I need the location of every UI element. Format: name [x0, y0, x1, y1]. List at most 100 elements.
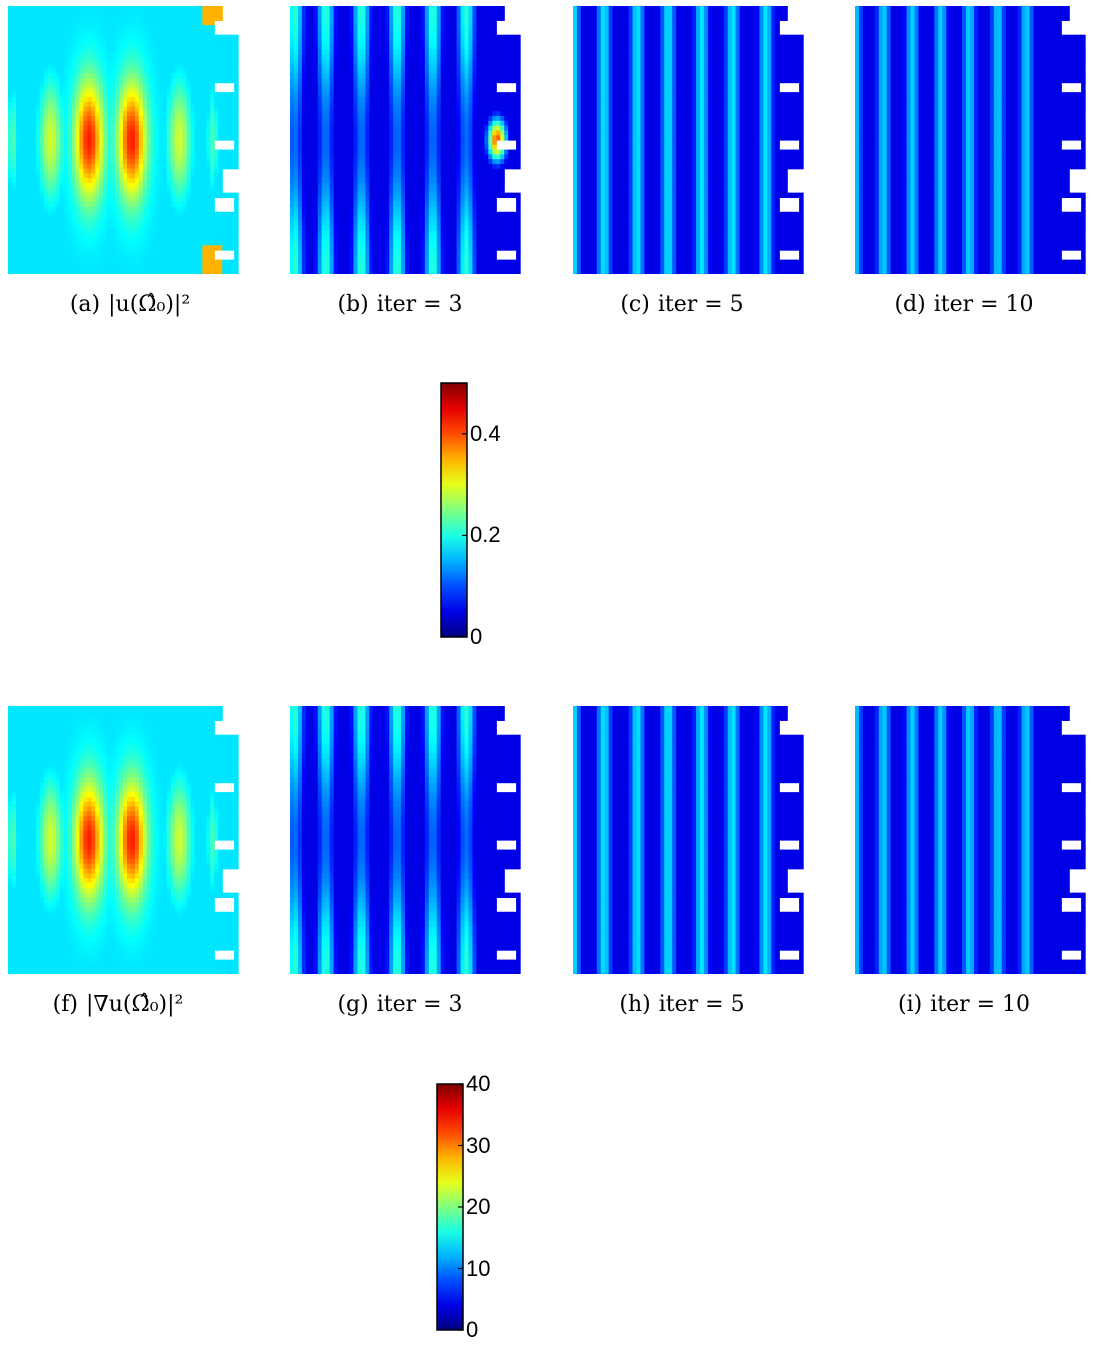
heatmap-cell — [23, 221, 29, 227]
heatmap-cell — [194, 245, 199, 251]
heatmap-cell — [381, 10, 386, 17]
heatmap-cell — [230, 116, 235, 122]
heatmap-cell — [27, 58, 33, 65]
heatmap-cell — [301, 140, 307, 146]
heatmap-cell — [174, 230, 180, 237]
heatmap-cell — [31, 135, 37, 141]
heatmap-cell — [468, 73, 474, 79]
heatmap-cell — [91, 39, 96, 45]
heatmap-cell — [214, 259, 219, 266]
heatmap-cell — [365, 106, 370, 112]
heatmap-cell — [170, 168, 176, 175]
heatmap-cell — [290, 154, 295, 160]
heatmap-cell — [99, 149, 104, 155]
heatmap-cell — [468, 106, 474, 112]
heatmap-cell — [496, 6, 501, 12]
heatmap-cell — [488, 15, 493, 21]
heatmap-cell — [99, 240, 104, 246]
heatmap-cell — [349, 92, 355, 98]
heatmap-cell — [83, 82, 88, 88]
heatmap-cell — [178, 135, 184, 141]
heatmap-cell — [138, 73, 144, 79]
heatmap-cell — [357, 68, 362, 74]
heatmap-cell — [103, 221, 108, 227]
heatmap-cell — [214, 211, 219, 218]
heatmap-cell — [357, 96, 362, 103]
heatmap-cell — [405, 73, 410, 79]
heatmap-cell — [35, 168, 41, 175]
heatmap-cell — [357, 6, 362, 12]
heatmap-cell — [59, 235, 65, 242]
heatmap-cell — [158, 96, 164, 103]
heatmap-cell — [95, 163, 100, 170]
heatmap-cell — [337, 130, 343, 136]
heatmap-cell — [416, 73, 422, 79]
heatmap-cell — [134, 10, 140, 17]
heatmap-cell — [11, 250, 17, 256]
heatmap-cell — [516, 106, 521, 112]
heatmap-cell — [472, 111, 478, 117]
heatmap-cell — [416, 15, 422, 21]
heatmap-cell — [353, 73, 359, 79]
heatmap-cell — [103, 53, 108, 60]
heatmap-cell — [23, 163, 29, 170]
heatmap-cell — [103, 39, 108, 45]
heatmap-cell — [75, 135, 80, 141]
heatmap-cell — [15, 25, 21, 31]
heatmap-cell — [142, 68, 148, 74]
heatmap-cell — [150, 58, 156, 65]
heatmap-cell — [198, 211, 203, 218]
heatmap-cell — [440, 73, 446, 79]
heatmap-cell — [162, 53, 168, 60]
heatmap-cell — [146, 154, 152, 160]
heatmap-cell — [39, 96, 45, 103]
heatmap-cell — [186, 120, 192, 127]
heatmap-cell — [75, 6, 80, 12]
heatmap-cell — [337, 96, 343, 103]
heatmap-cell — [389, 63, 394, 69]
heatmap-cell — [305, 77, 311, 84]
heatmap-cell — [79, 77, 84, 84]
heatmap-cell — [293, 82, 299, 88]
heatmap-cell — [214, 53, 219, 60]
heatmap-cell — [337, 29, 343, 36]
heatmap-cell — [166, 87, 172, 93]
heatmap-cell — [75, 235, 80, 242]
heatmap-cell — [23, 216, 29, 222]
heatmap-cell — [317, 87, 323, 93]
heatmap-cell — [154, 29, 160, 36]
heatmap-cell — [35, 101, 41, 108]
heatmap-cell — [79, 211, 84, 218]
heatmap-cell — [27, 44, 33, 50]
heatmap-cell — [83, 144, 88, 151]
heatmap-cell — [222, 211, 227, 218]
heatmap-cell — [134, 39, 140, 45]
heatmap-cell — [476, 77, 481, 84]
heatmap-cell — [341, 6, 347, 12]
heatmap-cell — [158, 250, 164, 256]
heatmap-cell — [59, 226, 65, 232]
heatmap-cell — [166, 149, 172, 155]
heatmap-cell — [95, 168, 100, 175]
heatmap-cell — [178, 68, 184, 74]
heatmap-cell — [305, 125, 311, 132]
heatmap-cell — [146, 269, 152, 274]
heatmap-cell — [440, 130, 446, 136]
heatmap-cell — [75, 106, 80, 112]
heatmap-cell — [51, 178, 57, 184]
heatmap-cell — [63, 221, 69, 227]
heatmap-cell — [504, 39, 509, 45]
heatmap-cell — [134, 149, 140, 155]
heatmap-cell — [35, 240, 41, 246]
heatmap-cell — [488, 149, 493, 155]
heatmap-cell — [47, 87, 53, 93]
heatmap-cell — [337, 149, 343, 155]
heatmap-cell — [393, 125, 398, 132]
heatmap-cell — [150, 269, 156, 274]
heatmap-cell — [130, 149, 136, 155]
heatmap-cell — [357, 20, 362, 26]
heatmap-cell — [182, 101, 188, 108]
heatmap-cell — [424, 68, 430, 74]
heatmap-cell — [385, 130, 390, 136]
heatmap-cell — [190, 183, 196, 189]
